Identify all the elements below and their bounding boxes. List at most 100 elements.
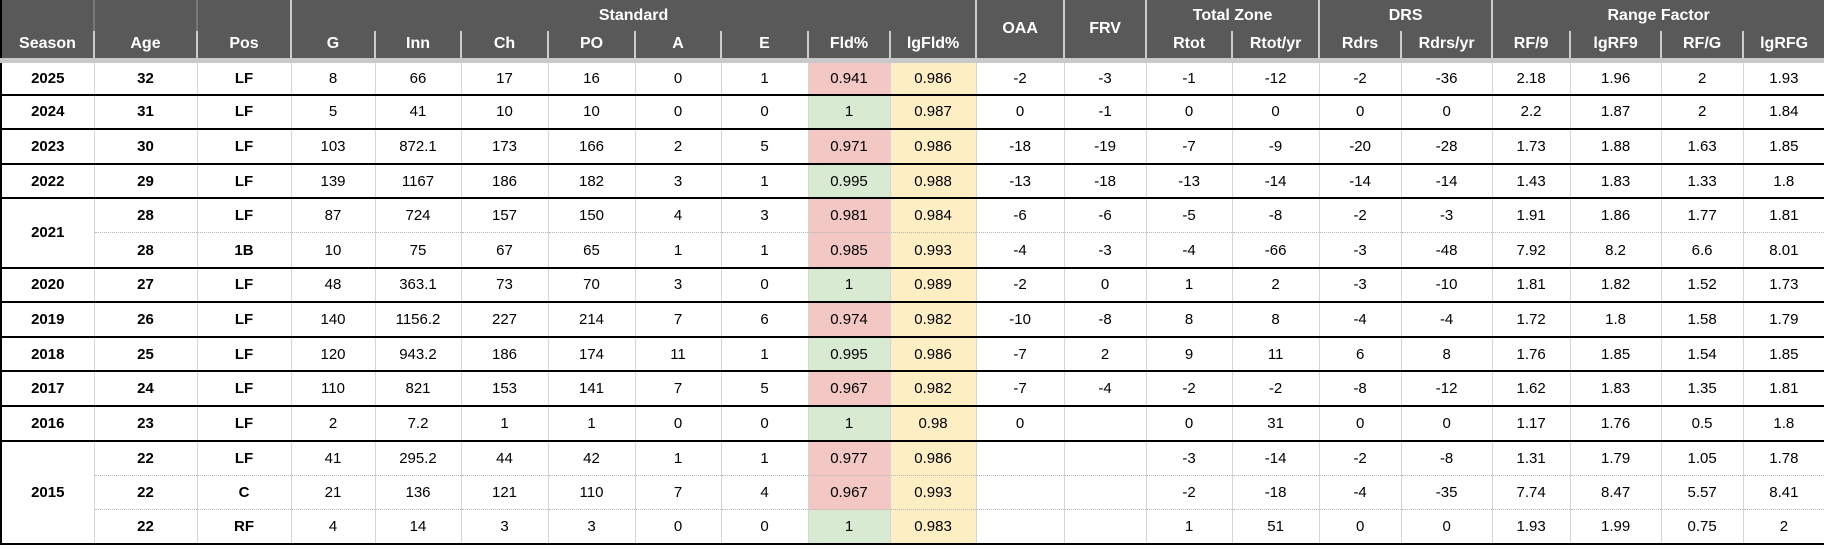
cell-frv: -19 xyxy=(1063,128,1147,164)
cell-rdrs: 0 xyxy=(1318,93,1402,130)
cell-inn: 872.1 xyxy=(374,128,461,164)
cell-e: 1 xyxy=(720,232,808,268)
table-body: 2025 32 LF 8 66 17 16 0 1 0.941 0.986 -2 -3 -1 -12 -2 -3… xyxy=(1,60,1824,545)
cell-po: 141 xyxy=(547,370,635,406)
cell-rtot: -7 xyxy=(1145,128,1233,164)
cell-rtot: -3 xyxy=(1145,439,1233,476)
cell-a: 4 xyxy=(634,197,721,233)
cell-rtot: 8 xyxy=(1145,301,1233,337)
cell-lgrf9: 1.96 xyxy=(1569,60,1662,95)
table-row: 2017 24 LF 110 821 153 141 7 5 0.967 0.982 -7 -4 -2 -2… xyxy=(1,370,1824,406)
cell-rtotyr: -14 xyxy=(1231,162,1320,199)
cell-ch: 17 xyxy=(460,60,548,95)
cell-rdrsyr: -4 xyxy=(1400,301,1493,337)
cell-age: 22 xyxy=(93,474,197,510)
cell-lgrfg: 1.78 xyxy=(1742,439,1824,476)
cell-pos: LF xyxy=(196,301,291,337)
cell-rdrsyr: -8 xyxy=(1400,439,1493,476)
col-header-age: Age xyxy=(93,31,197,63)
cell-inn: 7.2 xyxy=(374,404,461,441)
table-row: 2019 26 LF 140 1156.2 227 214 7 6 0.974 0.982 -10 -8… xyxy=(1,301,1824,337)
cell-po: 16 xyxy=(547,60,635,95)
cell-rtot: -13 xyxy=(1145,162,1233,199)
cell-fld: 0.967 xyxy=(807,474,890,510)
cell-season: 2024 xyxy=(1,93,94,130)
col-header-po: PO xyxy=(547,31,635,63)
cell-rfg: 2 xyxy=(1660,60,1744,95)
cell-inn: 136 xyxy=(374,474,461,510)
cell-rdrsyr: 0 xyxy=(1400,404,1493,441)
cell-po: 182 xyxy=(547,162,635,199)
cell-rtotyr: 51 xyxy=(1231,509,1320,545)
cell-rdrs: 6 xyxy=(1318,335,1402,372)
cell-lgfld: 0.982 xyxy=(889,370,977,406)
cell-ch: 44 xyxy=(460,439,548,476)
cell-rdrs: -4 xyxy=(1318,301,1402,337)
cell-oaa xyxy=(975,439,1065,476)
cell-rfg: 1.54 xyxy=(1660,335,1744,372)
col-header-lgfld-pct: lgFld% xyxy=(888,31,977,63)
cell-rfg: 6.6 xyxy=(1660,232,1744,268)
cell-rdrs: -3 xyxy=(1318,232,1402,268)
cell-lgfld: 0.988 xyxy=(889,162,977,199)
cell-oaa: -4 xyxy=(975,232,1065,268)
table-row: 2022 29 LF 139 1167 186 182 3 1 0.995 0.988 -13 -18-… xyxy=(1,162,1824,199)
cell-rtotyr: 31 xyxy=(1231,404,1320,441)
table-row: 2018 25 LF 120 943.2 186 174 11 1 0.995 0.986 -7 2 9 1… xyxy=(1,335,1824,372)
cell-lgrfg: 8.01 xyxy=(1742,232,1824,268)
cell-oaa: -6 xyxy=(975,197,1065,233)
cell-rtotyr: -14 xyxy=(1231,439,1320,476)
table-row: 2023 30 LF 103 872.1 173 166 2 5 0.971 0.986 -18 -19… xyxy=(1,128,1824,164)
cell-rdrs: -2 xyxy=(1318,439,1402,476)
cell-g: 87 xyxy=(290,197,375,233)
cell-rdrsyr: -48 xyxy=(1400,232,1493,268)
cell-pos: 1B xyxy=(196,232,291,268)
cell-ch: 186 xyxy=(460,162,548,199)
cell-lgrfg: 1.93 xyxy=(1742,60,1824,95)
cell-frv: 2 xyxy=(1063,335,1147,372)
cell-lgrfg: 1.81 xyxy=(1742,197,1824,233)
cell-frv: -6 xyxy=(1063,197,1147,233)
cell-lgfld: 0.98 xyxy=(889,404,977,441)
cell-rf9: 1.76 xyxy=(1491,335,1571,372)
col-header-lgrfg: lgRFG xyxy=(1742,31,1824,63)
group-header-range-factor: Range Factor xyxy=(1491,0,1824,31)
cell-season: 2019 xyxy=(1,301,94,337)
col-header-inn: Inn xyxy=(374,31,461,63)
cell-rf9: 2.2 xyxy=(1491,93,1571,130)
cell-rtot: 9 xyxy=(1145,335,1233,372)
cell-ch: 157 xyxy=(460,197,548,233)
table-row: 22 C 21 136 121 110 7 4 0.967 0.993 -2 -18 -4 -35 7.74… xyxy=(1,474,1824,510)
cell-rdrsyr: -14 xyxy=(1400,162,1493,199)
cell-lgrfg: 1.85 xyxy=(1742,128,1824,164)
cell-rfg: 1.52 xyxy=(1660,266,1744,303)
cell-season: 2016 xyxy=(1,404,94,441)
cell-g: 120 xyxy=(290,335,375,372)
cell-rtotyr: 8 xyxy=(1231,301,1320,337)
cell-lgrfg: 1.81 xyxy=(1742,370,1824,406)
cell-po: 110 xyxy=(547,474,635,510)
cell-rf9: 7.74 xyxy=(1491,474,1571,510)
cell-rdrs: -2 xyxy=(1318,197,1402,233)
cell-rtot: -4 xyxy=(1145,232,1233,268)
cell-season: 2015 xyxy=(1,439,94,545)
column-header-row: Season Age Pos G Inn Ch PO A E Fld% lgFl… xyxy=(1,31,1824,63)
cell-rdrs: -8 xyxy=(1318,370,1402,406)
cell-age: 30 xyxy=(93,128,197,164)
cell-rfg: 1.35 xyxy=(1660,370,1744,406)
cell-lgfld: 0.986 xyxy=(889,335,977,372)
cell-po: 214 xyxy=(547,301,635,337)
cell-g: 2 xyxy=(290,404,375,441)
cell-oaa: -18 xyxy=(975,128,1065,164)
cell-frv: -3 xyxy=(1063,60,1147,95)
cell-fld: 0.971 xyxy=(807,128,890,164)
cell-inn: 41 xyxy=(374,93,461,130)
cell-age: 26 xyxy=(93,301,197,337)
cell-pos: LF xyxy=(196,404,291,441)
cell-g: 8 xyxy=(290,60,375,95)
cell-lgrfg: 1.79 xyxy=(1742,301,1824,337)
cell-rf9: 1.93 xyxy=(1491,509,1571,545)
cell-g: 110 xyxy=(290,370,375,406)
cell-po: 3 xyxy=(547,509,635,545)
cell-inn: 295.2 xyxy=(374,439,461,476)
